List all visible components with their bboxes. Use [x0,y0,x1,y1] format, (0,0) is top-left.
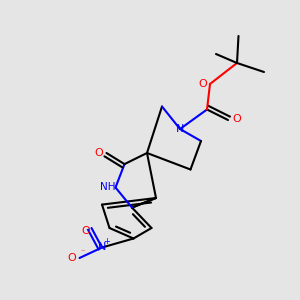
Text: O: O [232,113,241,124]
Text: N: N [176,124,184,134]
Text: O: O [95,148,103,158]
Text: NH: NH [100,182,116,193]
Text: +: + [103,237,110,246]
Text: O: O [198,79,207,89]
Text: O: O [81,226,90,236]
Text: ⁻: ⁻ [80,248,85,256]
Text: N: N [98,242,106,253]
Text: O: O [68,253,76,263]
